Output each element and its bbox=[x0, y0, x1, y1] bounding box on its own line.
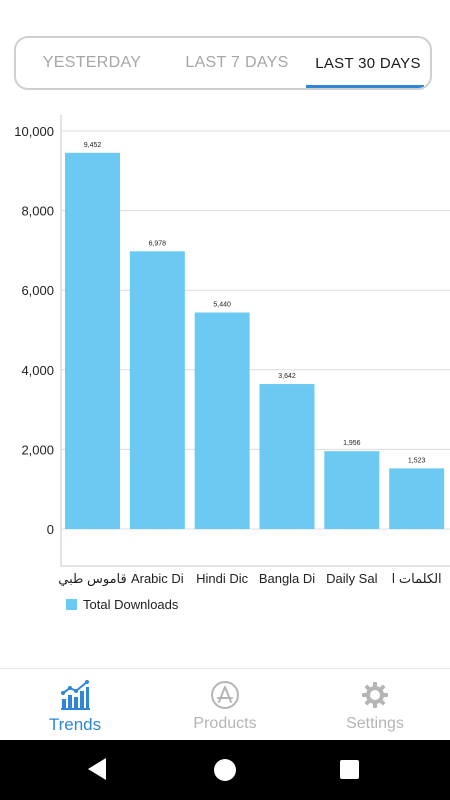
tab-last-7-days[interactable]: LAST 7 DAYS bbox=[185, 54, 289, 71]
bar bbox=[389, 468, 445, 529]
bar-value-label: 1,523 bbox=[408, 457, 426, 464]
bar-value-label: 9,452 bbox=[84, 142, 102, 149]
y-tick-label: 6,000 bbox=[21, 283, 54, 298]
period-tabs: YESTERDAY LAST 7 DAYS LAST 30 DAYS bbox=[14, 36, 432, 90]
y-tick-label: 0 bbox=[47, 522, 54, 537]
nav-trends[interactable]: Trends bbox=[0, 669, 150, 740]
bar bbox=[259, 384, 315, 529]
nav-settings-label: Settings bbox=[346, 715, 404, 732]
tab-yesterday[interactable]: YESTERDAY bbox=[42, 54, 142, 71]
y-tick-label: 2,000 bbox=[21, 442, 54, 457]
recent-apps-icon[interactable] bbox=[340, 760, 359, 779]
nav-products-label: Products bbox=[193, 715, 257, 732]
home-icon[interactable] bbox=[214, 759, 236, 781]
x-category-label: Hindi Dic bbox=[196, 571, 249, 586]
legend-label: Total Downloads bbox=[83, 597, 179, 612]
bar bbox=[324, 451, 380, 529]
app-store-icon bbox=[211, 681, 239, 709]
y-tick-label: 4,000 bbox=[21, 363, 54, 378]
bar bbox=[194, 312, 250, 529]
nav-settings[interactable]: Settings bbox=[300, 669, 450, 740]
x-category-label: الكلمات ا bbox=[392, 571, 442, 586]
bar-value-label: 1,956 bbox=[343, 440, 361, 447]
android-navigation-bar bbox=[0, 740, 450, 800]
bar-value-label: 3,642 bbox=[278, 373, 296, 380]
bottom-navigation: Trends Products Settings bbox=[0, 668, 450, 740]
downloads-bar-chart: 0 2,000 4,000 6,000 8,000 10,000 9,452 قاموس طب… bbox=[14, 115, 450, 612]
back-icon[interactable] bbox=[88, 758, 106, 780]
nav-products[interactable]: Products bbox=[150, 669, 300, 740]
y-tick-label: 8,000 bbox=[21, 204, 54, 219]
x-category-label: Arabic Di bbox=[131, 571, 184, 586]
bar-value-label: 6,978 bbox=[149, 240, 167, 247]
trends-chart-icon bbox=[61, 680, 90, 710]
bar bbox=[65, 152, 120, 529]
tab-last-30-days[interactable]: LAST 30 DAYS bbox=[306, 38, 430, 88]
gear-icon bbox=[362, 682, 388, 708]
legend-swatch bbox=[66, 599, 77, 610]
x-category-label: Bangla Di bbox=[259, 571, 315, 586]
bar-value-label: 5,440 bbox=[213, 301, 231, 308]
nav-trends-label: Trends bbox=[48, 715, 102, 734]
bar bbox=[129, 251, 185, 529]
y-tick-label: 10,000 bbox=[14, 124, 54, 139]
x-category-label: قاموس طبي bbox=[58, 571, 126, 587]
x-category-label: Daily Sal bbox=[326, 571, 377, 586]
